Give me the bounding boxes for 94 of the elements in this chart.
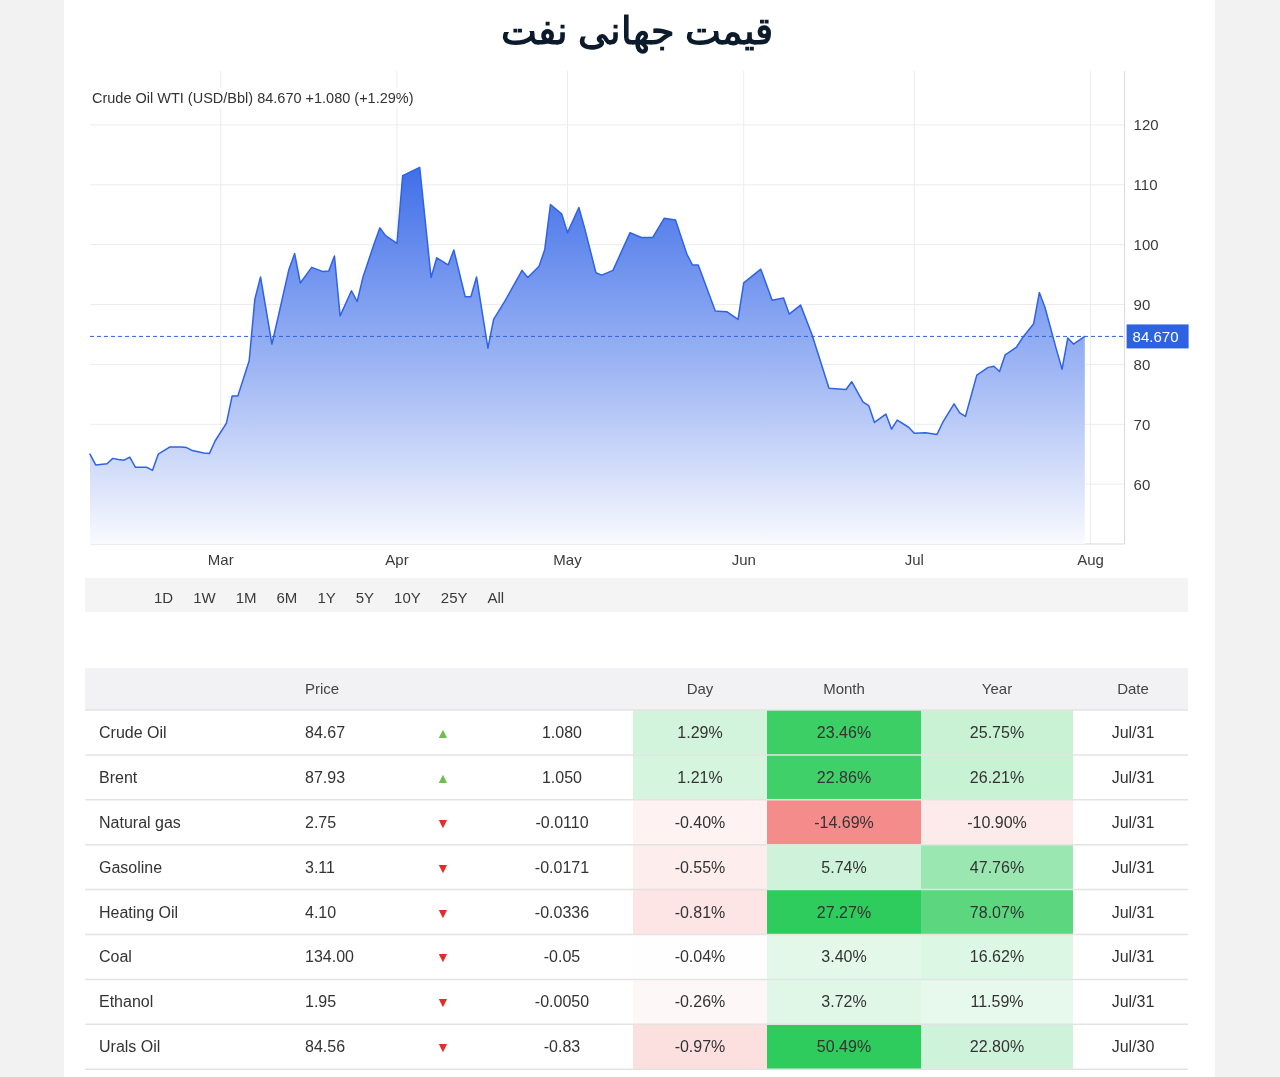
text: 6M: [276, 589, 298, 606]
data-label: 78.07%: [969, 903, 1025, 921]
text: -0.0110: [535, 813, 589, 831]
y2-tick-label: Jul/31: [1111, 723, 1155, 741]
y2-tick-label: Jul/31: [1111, 858, 1155, 876]
data-label: 27.27%: [816, 903, 872, 921]
data-label: 11.59%: [970, 993, 1024, 1011]
y-tick-label: 100: [1133, 236, 1159, 254]
data-label: 25.75%: [969, 723, 1025, 741]
data-label: -0.97%: [674, 1038, 726, 1056]
text: 5Y: [355, 589, 375, 606]
x-tick-label: Year: [981, 680, 1013, 697]
data-label: -0.55%: [674, 858, 726, 876]
text: 4.10: [305, 903, 337, 921]
y2-tick-label: Jul/31: [1111, 993, 1155, 1011]
text: 1.95: [305, 993, 337, 1011]
y-tick-label: 110: [1133, 176, 1158, 194]
text: 10Y: [394, 589, 421, 606]
y-tick-label: 120: [1133, 116, 1159, 134]
y2-tick-label: Jul/31: [1111, 948, 1155, 966]
data-label: 50.49%: [816, 1038, 872, 1056]
data-label: 16.62%: [969, 948, 1025, 966]
y2-tick-label: Jul/30: [1111, 1038, 1155, 1056]
text: ▼: [436, 904, 450, 921]
data-label: -10.90%: [967, 813, 1027, 831]
x-tick-label: Price: [305, 680, 340, 697]
x-tick-label: Apr: [385, 551, 409, 568]
y-tick-label: Natural gas: [99, 813, 181, 831]
y-tick-label: Heating Oil: [99, 903, 179, 921]
x-tick-label: Month: [823, 680, 865, 697]
data-label: 1.29%: [677, 723, 723, 741]
text: 1.080: [541, 723, 583, 741]
text: 25Y: [440, 589, 468, 606]
y-tick-label: 70: [1133, 415, 1151, 433]
text: -0.0171: [534, 858, 590, 876]
data-label: 23.46%: [816, 723, 872, 741]
text: ▼: [436, 1039, 450, 1056]
y2-tick-label: Jul/31: [1111, 768, 1155, 786]
data-label: 1.21%: [677, 768, 723, 786]
text: 84.67: [305, 723, 346, 741]
y-tick-label: Ethanol: [99, 993, 154, 1011]
chart-title: قیمت جهانی نفت: [500, 10, 774, 54]
text: 3.11: [305, 858, 335, 876]
text: 134.00: [305, 948, 354, 966]
data-label: -0.40%: [674, 813, 726, 831]
text: 1D: [154, 589, 174, 606]
y-tick-label: Gasoline: [99, 858, 163, 876]
x-tick-label: Day: [686, 680, 714, 697]
y-tick-label: Coal: [99, 948, 132, 966]
data-label: -0.81%: [674, 903, 726, 921]
data-label: -14.69%: [814, 813, 874, 831]
text: ▼: [436, 949, 450, 966]
text: 2.75: [305, 813, 337, 831]
text: 1.050: [541, 768, 583, 786]
x-tick-label: May: [553, 551, 583, 568]
data-label: 3.40%: [821, 948, 867, 966]
data-label: -0.26%: [674, 993, 726, 1011]
x-tick-label: Jun: [731, 551, 756, 568]
data-label: 26.21%: [969, 768, 1025, 786]
y2-axis-title: Date: [1117, 680, 1149, 697]
y-tick-label: Crude Oil: [99, 723, 167, 741]
y2-tick-label: Jul/31: [1111, 813, 1155, 831]
y-tick-label: 60: [1133, 475, 1151, 493]
text: ▲: [436, 769, 450, 786]
text: -0.05: [543, 948, 581, 966]
text: ▼: [436, 994, 450, 1011]
data-label: 3.72%: [821, 993, 867, 1011]
text: 1M: [235, 589, 257, 606]
text: Crude Oil WTI (USD/Bbl) 84.670 +1.080 (+1.29%): [92, 90, 414, 106]
y-tick-label: 80: [1133, 355, 1151, 373]
text: -0.0336: [534, 903, 590, 921]
text: ▼: [436, 859, 450, 876]
text: 1Y: [317, 589, 336, 606]
data-label: 22.86%: [816, 768, 872, 786]
y-tick-label: Brent: [99, 768, 138, 786]
data-label: -0.04%: [674, 948, 726, 966]
text: ▼: [436, 814, 450, 831]
y-tick-label: Urals Oil: [99, 1038, 161, 1056]
text: ▲: [436, 724, 450, 741]
data-label: 47.76%: [969, 858, 1025, 876]
x-tick-label: Mar: [207, 551, 234, 568]
text: -0.0050: [534, 993, 590, 1011]
y2-tick-label: Jul/31: [1111, 903, 1155, 921]
x-tick-label: Jul: [904, 551, 924, 568]
text: 84.56: [305, 1038, 346, 1056]
data-label: 5.74%: [821, 858, 867, 876]
data-label: 22.80%: [969, 1038, 1025, 1056]
y-tick-label: 90: [1133, 296, 1151, 314]
x-tick-label: Aug: [1077, 551, 1104, 568]
ref-line-label: 84.670: [1132, 327, 1179, 345]
text: All: [487, 589, 505, 606]
text: -0.83: [543, 1038, 581, 1056]
text: 87.93: [305, 768, 346, 786]
text: 1W: [193, 589, 217, 606]
